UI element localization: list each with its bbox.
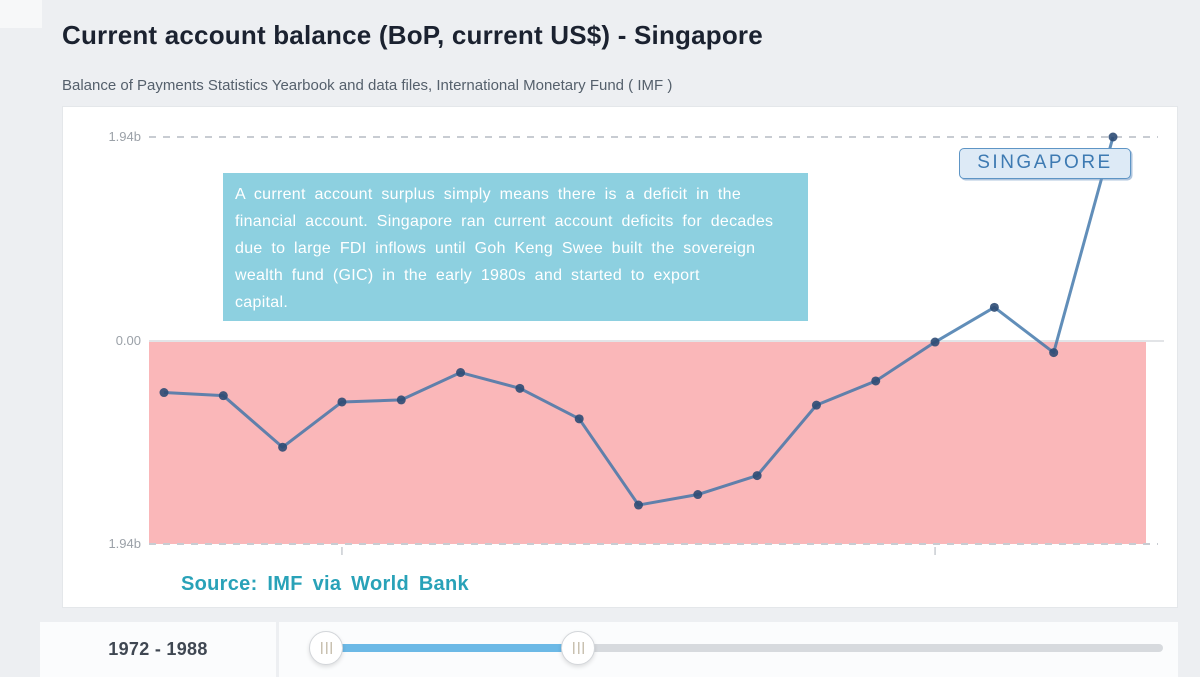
data-point bbox=[574, 414, 584, 424]
time-slider-panel bbox=[279, 622, 1178, 677]
slider-handle-right[interactable] bbox=[561, 631, 595, 665]
data-point bbox=[1049, 348, 1059, 358]
page-title: Current account balance (BoP, current US… bbox=[62, 20, 763, 50]
data-point bbox=[634, 500, 643, 510]
data-point bbox=[278, 442, 288, 452]
panel-gap bbox=[0, 608, 1200, 622]
data-point bbox=[396, 395, 406, 405]
data-point bbox=[159, 388, 169, 398]
data-point bbox=[752, 471, 762, 481]
country-label-badge[interactable]: SINGAPORE bbox=[959, 148, 1131, 179]
chart-plot[interactable] bbox=[63, 107, 1179, 614]
y-axis-label-zero: 0.00 bbox=[115, 333, 141, 348]
y-axis-label-bottom: 1.94b bbox=[108, 536, 141, 551]
data-point bbox=[337, 397, 347, 407]
data-point bbox=[811, 400, 821, 410]
chart-annotation: A current account surplus simply means t… bbox=[223, 173, 808, 321]
data-point bbox=[218, 391, 228, 401]
data-point bbox=[930, 337, 940, 347]
data-point bbox=[871, 376, 881, 386]
slider-track[interactable] bbox=[318, 644, 1163, 652]
slider-handle-left[interactable] bbox=[309, 631, 343, 665]
chart-panel: 1.94b 0.00 1.94b A current account surpl… bbox=[62, 106, 1178, 608]
data-point bbox=[1108, 132, 1118, 142]
slider-grip-icon bbox=[572, 642, 584, 654]
data-point bbox=[989, 302, 999, 312]
page-subtitle: Balance of Payments Statistics Yearbook … bbox=[62, 77, 673, 94]
corner-notch bbox=[0, 0, 42, 28]
data-point bbox=[693, 490, 703, 500]
data-point bbox=[456, 368, 466, 378]
date-range-label: 1972 - 1988 bbox=[108, 639, 208, 659]
negative-region-shading bbox=[149, 342, 1146, 544]
slider-track-selected-range[interactable] bbox=[326, 644, 578, 652]
data-point bbox=[515, 383, 525, 393]
y-axis-label-top: 1.94b bbox=[108, 129, 141, 144]
slider-grip-icon bbox=[320, 642, 332, 654]
source-note: Source: IMF via World Bank bbox=[181, 573, 469, 595]
date-range-box: 1972 - 1988 bbox=[40, 622, 276, 677]
